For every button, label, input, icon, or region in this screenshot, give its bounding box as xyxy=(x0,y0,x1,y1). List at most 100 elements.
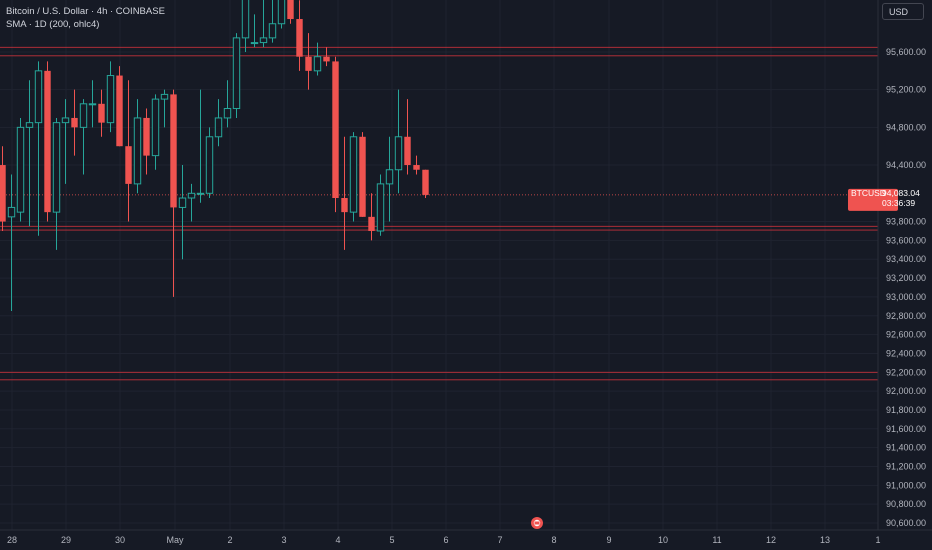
candle xyxy=(287,0,294,24)
price-tick-label: 90,800.00 xyxy=(886,499,926,509)
candle xyxy=(61,99,70,184)
date-label: May xyxy=(166,535,184,545)
candle xyxy=(232,33,241,118)
candle-body xyxy=(250,42,259,45)
candle-body xyxy=(205,136,214,194)
candle-body xyxy=(7,206,16,218)
date-label: 12 xyxy=(766,535,776,545)
candle xyxy=(223,80,232,128)
candle xyxy=(151,94,160,170)
candle xyxy=(341,136,348,250)
candle-body xyxy=(313,56,322,72)
candle xyxy=(376,174,385,236)
date-label: 3 xyxy=(281,535,286,545)
candle-body xyxy=(385,169,394,185)
candle xyxy=(205,127,214,199)
candle xyxy=(241,0,250,52)
price-axis-ticks: 95,600.00 95,200.00 94,800.00 94,400.00 93,8… xyxy=(886,47,926,528)
grid-lines xyxy=(0,0,879,530)
date-label: 10 xyxy=(658,535,668,545)
candle-body xyxy=(268,23,277,39)
date-label: 5 xyxy=(389,535,394,545)
candle xyxy=(385,136,394,222)
candle-body xyxy=(323,56,330,62)
chart-legend: Bitcoin / U.S. Dollar · 4h · COINBASE SM… xyxy=(6,5,165,31)
candle-body xyxy=(133,117,142,185)
candle-body xyxy=(232,37,241,110)
candle-body xyxy=(88,103,97,106)
candle-body xyxy=(368,216,375,231)
candle-body xyxy=(25,122,34,128)
price-tick-label: 93,600.00 xyxy=(886,235,926,245)
horizontal-level-lines xyxy=(0,46,878,381)
candle xyxy=(116,66,123,147)
candle-body xyxy=(160,93,169,100)
price-tick-label: 93,400.00 xyxy=(886,254,926,264)
candle-body xyxy=(359,136,366,217)
date-label: 11 xyxy=(712,535,721,545)
candle xyxy=(368,193,375,241)
date-label: 29 xyxy=(61,535,71,545)
candle xyxy=(196,89,205,203)
price-tag-countdown: 03:36:39 xyxy=(882,198,915,208)
candle xyxy=(250,14,259,48)
candle xyxy=(71,89,78,156)
candle-body xyxy=(305,56,312,71)
candle xyxy=(323,47,330,67)
price-tag-price: 94,083.04 xyxy=(882,188,920,198)
candle xyxy=(268,0,277,43)
price-tick-label: 91,200.00 xyxy=(886,461,926,471)
candle-body xyxy=(349,136,358,213)
candle-body xyxy=(125,146,132,184)
candle xyxy=(187,183,196,222)
candle-body xyxy=(394,136,403,171)
candle-body xyxy=(34,70,43,124)
candles xyxy=(0,0,429,312)
price-tick-label: 92,400.00 xyxy=(886,348,926,358)
price-tick-label: 91,400.00 xyxy=(886,443,926,453)
time-axis-labels: 28 29 30 May 2 3 4 5 6 7 8 9 10 11 12 13 1 xyxy=(7,535,881,545)
price-tag-symbol: BTCUSD xyxy=(851,188,886,198)
candle xyxy=(259,0,268,48)
candle xyxy=(98,89,105,137)
currency-button[interactable]: USD xyxy=(882,3,924,20)
candle xyxy=(133,99,142,194)
candle-body xyxy=(287,0,294,20)
candle xyxy=(394,89,403,194)
price-tick-label: 95,200.00 xyxy=(886,85,926,95)
price-tick-label: 90,600.00 xyxy=(886,518,926,528)
candle-body xyxy=(223,108,232,119)
price-tick-label: 93,200.00 xyxy=(886,273,926,283)
candle xyxy=(178,165,187,260)
price-tick-label: 92,200.00 xyxy=(886,367,926,377)
date-label: 8 xyxy=(551,535,556,545)
price-tick-label: 91,800.00 xyxy=(886,405,926,415)
price-tick-label: 91,600.00 xyxy=(886,424,926,434)
candle xyxy=(52,117,61,250)
date-label: 4 xyxy=(335,535,340,545)
date-label: 1 xyxy=(875,535,880,545)
candle-body xyxy=(98,103,105,123)
time-axis[interactable] xyxy=(0,530,932,550)
candle xyxy=(106,61,115,133)
candle-body xyxy=(241,0,250,39)
candle-body xyxy=(116,75,123,147)
candle-body xyxy=(214,117,223,138)
candle xyxy=(7,174,16,312)
candle-body xyxy=(196,192,205,195)
candle-body xyxy=(106,75,115,124)
symbol-title[interactable]: Bitcoin / U.S. Dollar · 4h · COINBASE xyxy=(6,6,165,17)
candle xyxy=(422,169,429,199)
economic-event-icon[interactable] xyxy=(531,517,543,529)
date-label: 2 xyxy=(227,535,232,545)
date-label: 6 xyxy=(443,535,448,545)
indicator-title[interactable]: SMA · 1D (200, ohlc4) xyxy=(6,19,100,30)
candle xyxy=(349,132,358,222)
candle-body xyxy=(341,198,348,213)
price-tick-label: 91,000.00 xyxy=(886,480,926,490)
candle xyxy=(25,80,34,227)
price-tick-label: 92,000.00 xyxy=(886,386,926,396)
price-axis[interactable] xyxy=(878,0,932,530)
candle-body xyxy=(296,19,303,57)
